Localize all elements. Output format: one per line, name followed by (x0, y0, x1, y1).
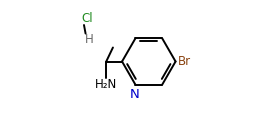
Text: Cl: Cl (81, 12, 93, 25)
Text: H: H (85, 33, 94, 46)
Text: Br: Br (178, 55, 191, 68)
Text: N: N (129, 88, 139, 101)
Text: H₂N: H₂N (95, 78, 117, 91)
